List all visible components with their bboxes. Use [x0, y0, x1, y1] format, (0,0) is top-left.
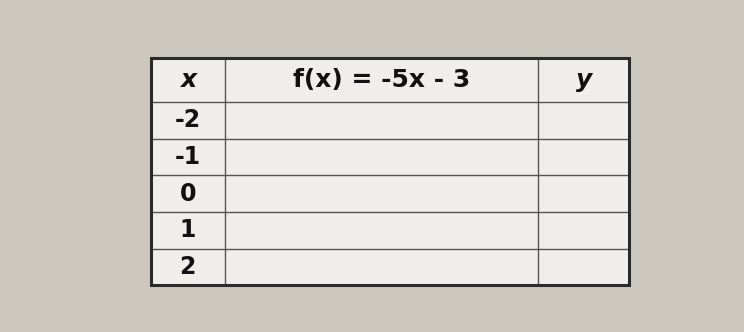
Bar	[225, 58, 539, 102]
Bar	[539, 212, 629, 249]
Text: 0: 0	[179, 182, 196, 206]
Bar	[225, 175, 539, 212]
Text: y: y	[576, 68, 592, 92]
Bar	[539, 175, 629, 212]
Bar	[150, 212, 225, 249]
Text: 1: 1	[179, 218, 196, 242]
Bar	[539, 102, 629, 139]
Bar	[225, 102, 539, 139]
Bar	[150, 58, 225, 102]
Bar	[225, 249, 539, 285]
Bar	[539, 139, 629, 175]
Bar	[150, 249, 225, 285]
Bar	[539, 249, 629, 285]
Bar	[150, 139, 225, 175]
Bar	[150, 58, 629, 285]
Text: -2: -2	[175, 109, 201, 132]
Bar	[225, 139, 539, 175]
Text: 2: 2	[179, 255, 196, 279]
Bar	[150, 175, 225, 212]
Bar	[539, 58, 629, 102]
Text: x: x	[180, 68, 196, 92]
Text: -1: -1	[175, 145, 201, 169]
Bar	[225, 212, 539, 249]
Text: f(x) = -5x - 3: f(x) = -5x - 3	[293, 68, 470, 92]
Bar	[150, 102, 225, 139]
